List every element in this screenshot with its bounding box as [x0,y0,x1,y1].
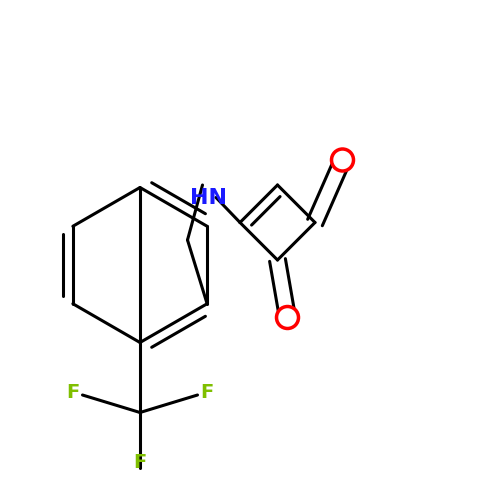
Text: F: F [67,383,80,402]
Text: F: F [134,454,146,472]
Text: HN: HN [190,188,227,208]
Text: F: F [200,383,213,402]
Circle shape [333,150,352,170]
Circle shape [278,308,297,327]
